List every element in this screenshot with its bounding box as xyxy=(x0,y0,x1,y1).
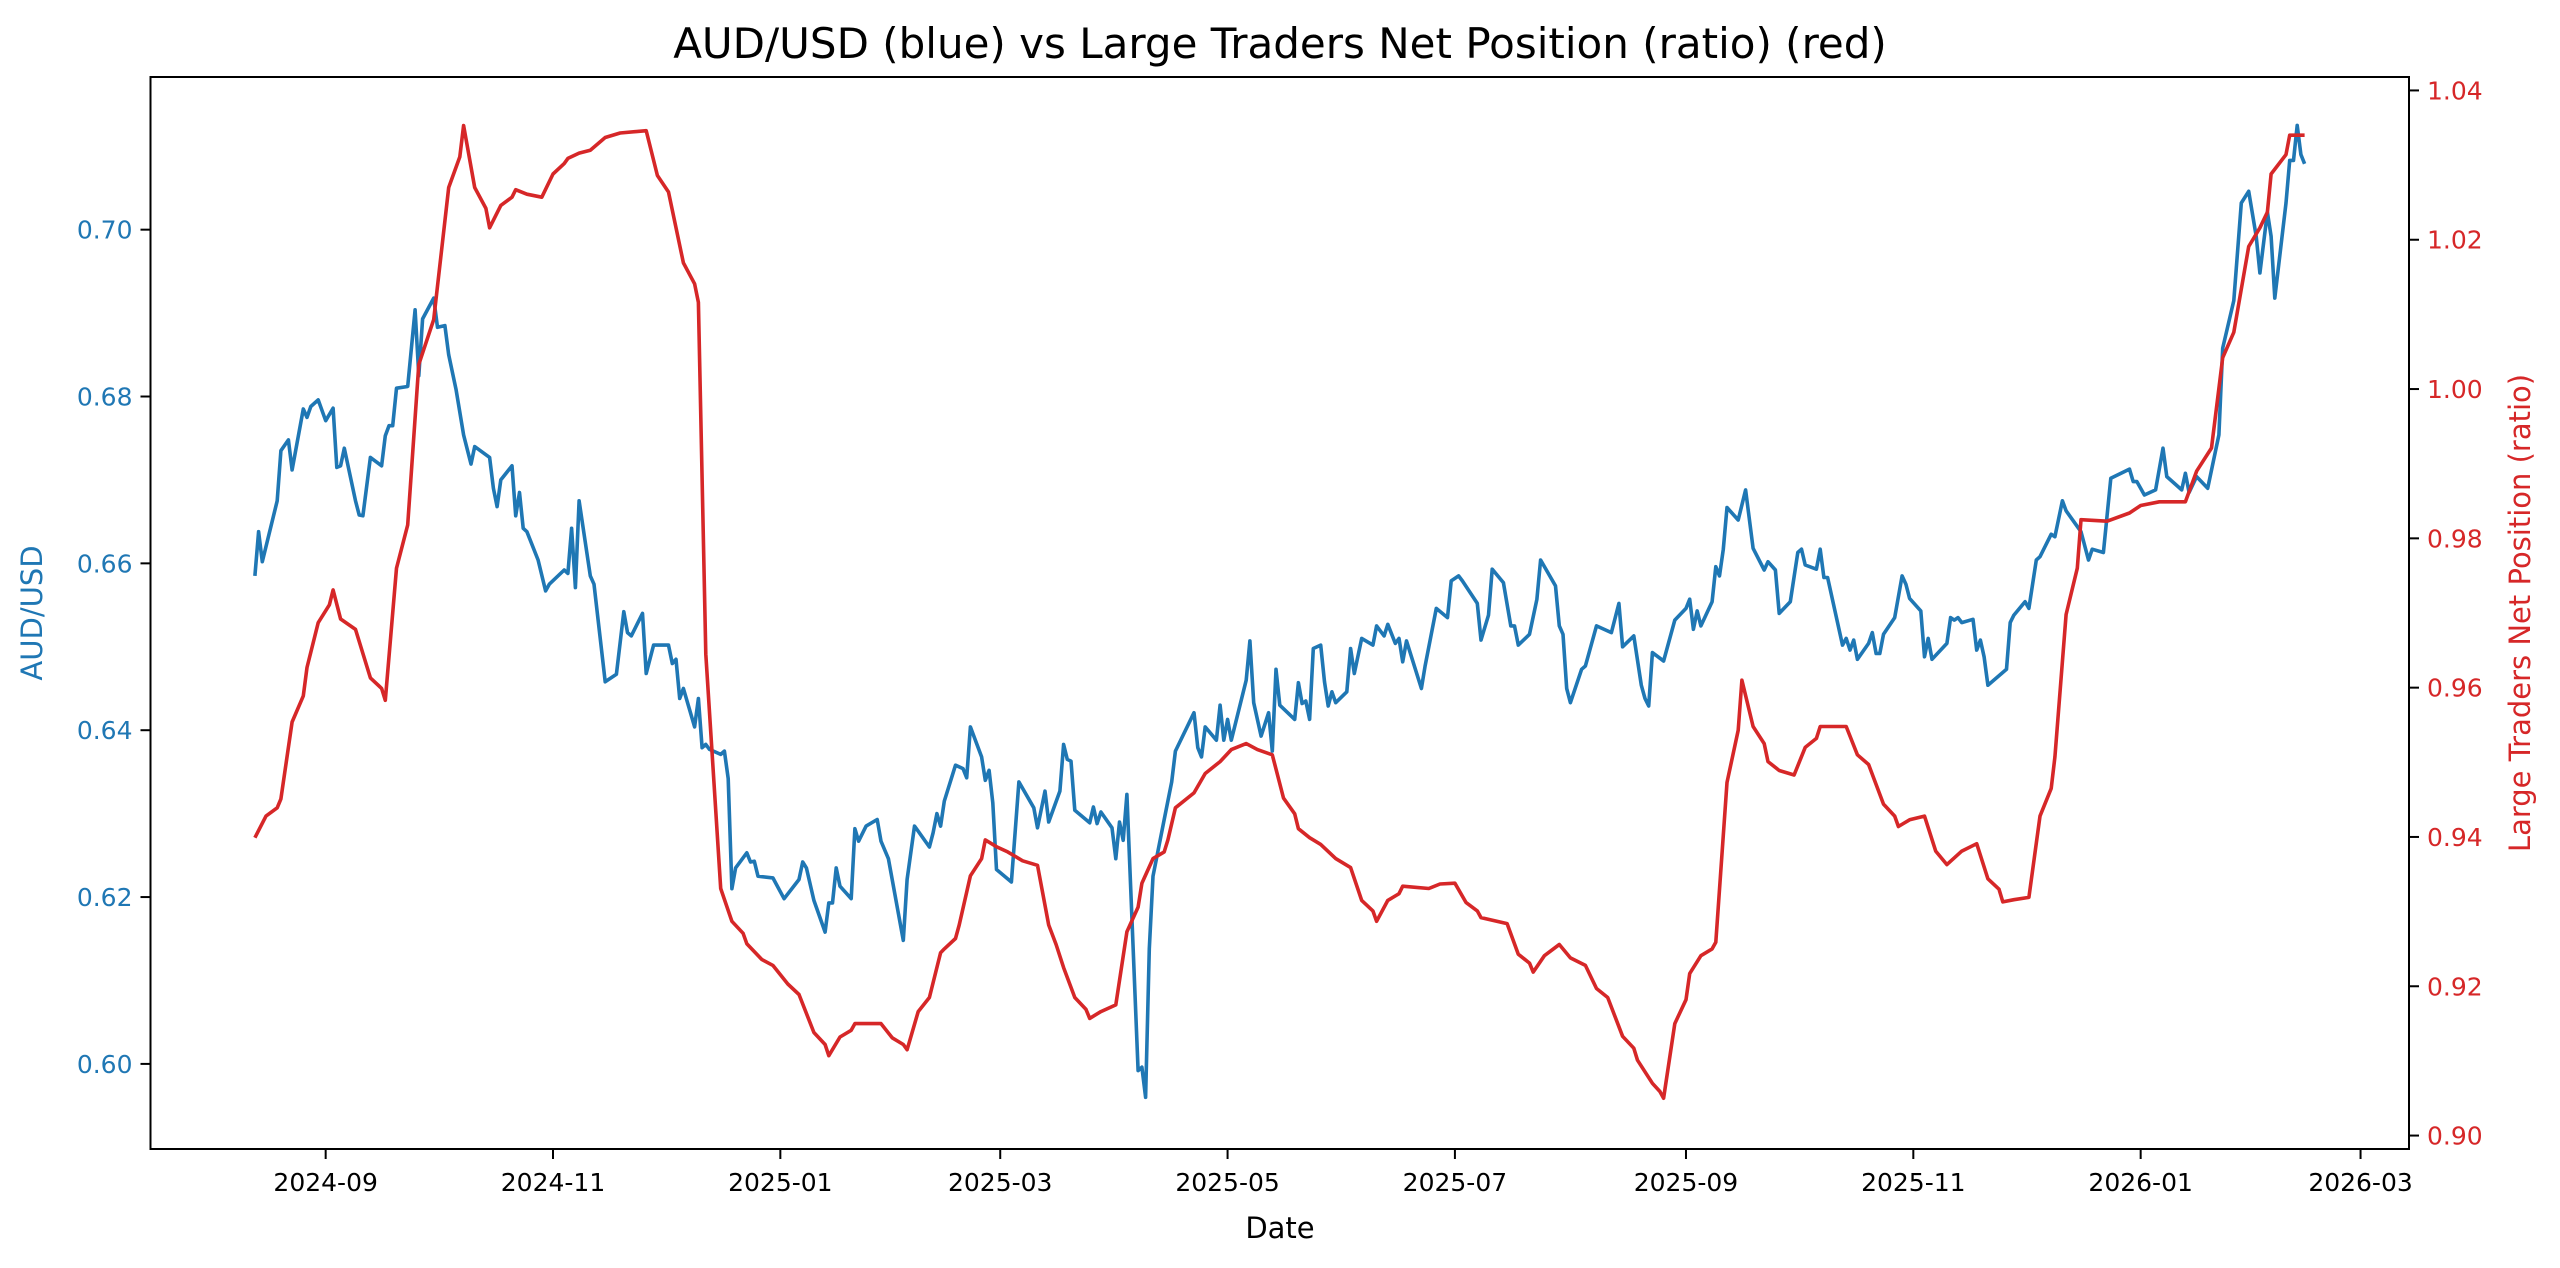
chart-title: AUD/USD (blue) vs Large Traders Net Posi… xyxy=(673,19,1887,68)
x-tick-label: 2025-05 xyxy=(1175,1168,1279,1197)
net-position-series-line xyxy=(253,123,2305,1100)
x-axis-label: Date xyxy=(1245,1211,1314,1245)
x-tick-label: 2025-07 xyxy=(1403,1168,1507,1197)
y-right-tick-label: 0.98 xyxy=(2427,524,2483,553)
y-left-tick-label: 0.66 xyxy=(77,549,133,578)
y-axis-right: 0.90 0.92 0.94 0.96 0.98 1.00 1.02 1.04 xyxy=(2409,76,2483,1151)
y-axis-right-label: Large Traders Net Position (ratio) xyxy=(2503,374,2537,852)
y-right-tick-label: 0.92 xyxy=(2427,972,2483,1001)
y-left-tick-label: 0.60 xyxy=(77,1050,133,1079)
y-left-tick-label: 0.62 xyxy=(77,883,133,912)
audusd-series-line xyxy=(253,123,2307,1100)
x-tick-label: 2024-09 xyxy=(273,1168,377,1197)
x-tick-label: 2026-01 xyxy=(2088,1168,2192,1197)
y-right-tick-label: 0.96 xyxy=(2427,674,2483,703)
x-axis: 2024-09 2024-11 2025-01 2025-03 2025-05 2025-… xyxy=(273,1149,2413,1197)
x-tick-label: 2026-03 xyxy=(2308,1168,2412,1197)
y-left-tick-label: 0.68 xyxy=(77,383,133,412)
x-tick-label: 2025-09 xyxy=(1634,1168,1738,1197)
x-tick-label: 2025-11 xyxy=(1861,1168,1965,1197)
y-left-tick-label: 0.64 xyxy=(77,716,133,745)
y-axis-left-label: AUD/USD xyxy=(15,545,49,680)
x-tick-label: 2025-03 xyxy=(948,1168,1052,1197)
x-tick-label: 2025-01 xyxy=(728,1168,832,1197)
y-left-tick-label: 0.70 xyxy=(77,216,133,245)
y-right-tick-label: 0.90 xyxy=(2427,1122,2483,1151)
y-right-tick-label: 0.94 xyxy=(2427,823,2483,852)
y-right-tick-label: 1.00 xyxy=(2427,375,2483,404)
y-axis-left: 0.60 0.62 0.64 0.66 0.68 0.70 xyxy=(77,216,151,1079)
y-right-tick-label: 1.02 xyxy=(2427,226,2483,255)
series-layer xyxy=(253,123,2307,1100)
y-right-tick-label: 1.04 xyxy=(2427,76,2483,105)
x-tick-label: 2024-11 xyxy=(501,1168,605,1197)
plot-frame xyxy=(149,76,2410,1150)
